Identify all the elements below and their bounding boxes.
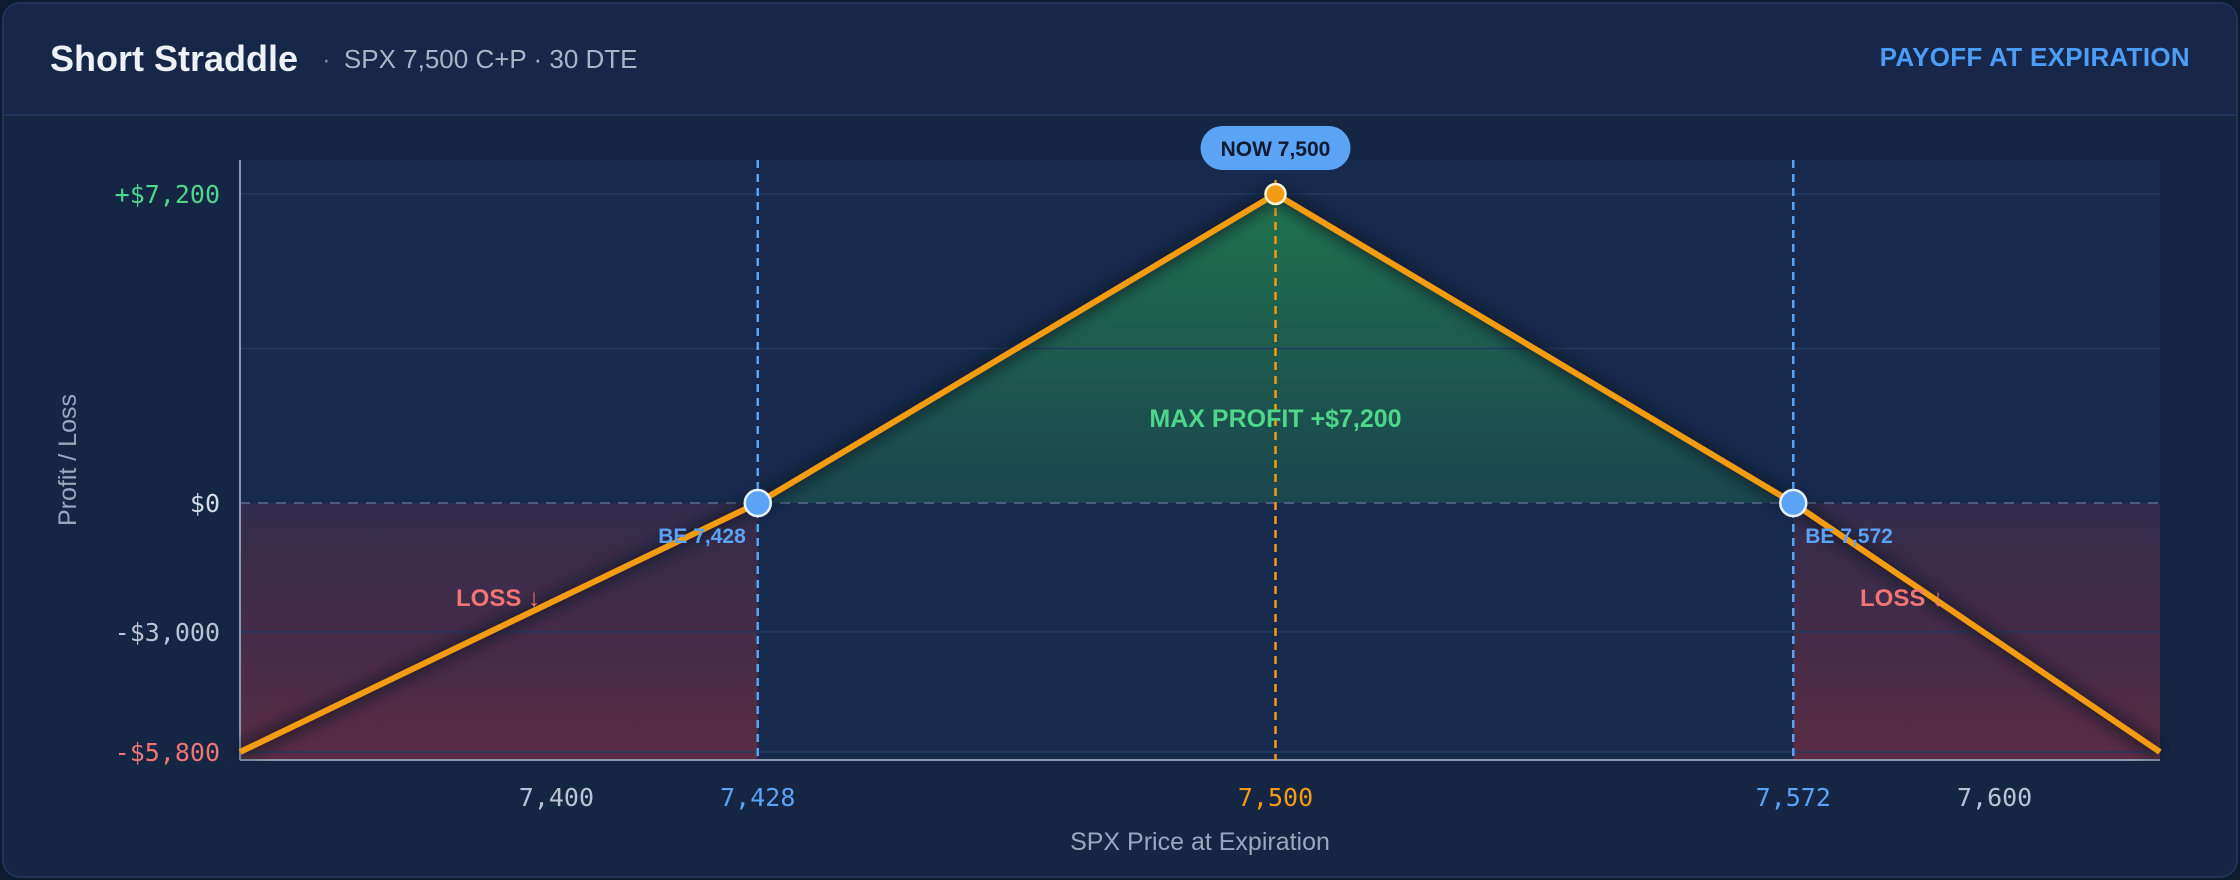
max-profit-point — [1264, 182, 1287, 206]
loss-annotation-left: LOSS ↓ — [456, 585, 540, 612]
current-price-badge — [1200, 126, 1351, 170]
breakeven-point — [743, 488, 773, 518]
y-tick-label: -$5,800 — [115, 738, 220, 767]
strategy-subtitle: · SPX 7,500 C+P · 30 DTE — [322, 44, 638, 75]
y-tick-label: +$7,200 — [115, 180, 220, 209]
x-tick-label: 7,400 — [519, 783, 594, 812]
payoff-mode-label: PAYOFF AT EXPIRATION — [1879, 42, 2190, 72]
current-price-label: NOW 7,500 — [1221, 138, 1331, 161]
y-tick-label: -$3,000 — [115, 618, 220, 647]
x-tick-label: 7,572 — [1756, 783, 1831, 812]
max-profit-annotation: MAX PROFIT +$7,200 — [1149, 405, 1401, 433]
x-tick-label: 7,428 — [720, 783, 795, 812]
x-axis-title: SPX Price at Expiration — [1070, 828, 1330, 856]
y-tick-label: $0 — [190, 489, 220, 518]
breakeven-point — [1779, 488, 1808, 518]
subtitle-text: SPX 7,500 C+P · 30 DTE — [343, 44, 638, 74]
y-axis-title: Profit / Loss — [54, 394, 82, 526]
strategy-title: Short Straddle — [50, 38, 299, 79]
chart-header: Short Straddle · SPX 7,500 C+P · 30 DTE … — [4, 4, 2236, 116]
loss-annotation-right: LOSS ↓ — [1860, 585, 1944, 612]
breakeven-label: BE 7,428 — [658, 525, 746, 548]
breakeven-label: BE 7,572 — [1805, 525, 1893, 548]
x-tick-label: 7,600 — [1957, 783, 2032, 812]
x-tick-label: 7,500 — [1238, 783, 1313, 812]
subtitle-separator: · — [322, 44, 331, 74]
